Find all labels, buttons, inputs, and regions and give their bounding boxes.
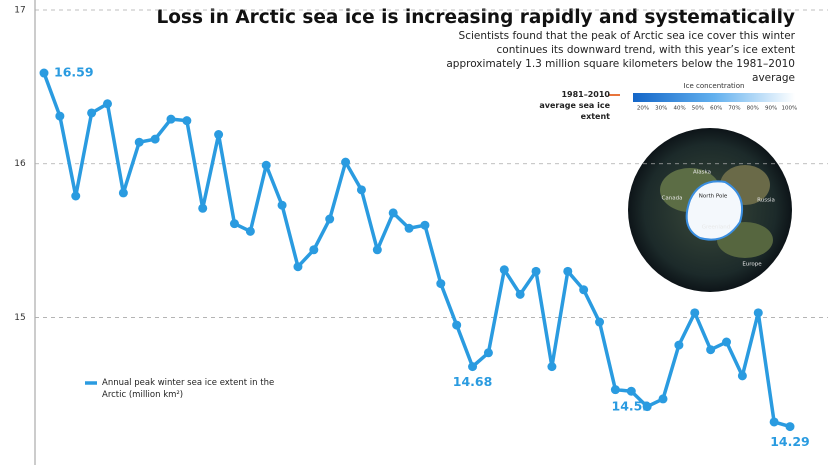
colorbar-label: 20% [637,106,649,112]
y-tick-label: 17 [14,6,25,16]
data-point [610,385,620,395]
data-point [642,402,652,412]
data-label: 14.29 [770,434,810,449]
data-point [404,223,414,233]
colorbar-label: 80% [747,106,759,112]
data-point [579,285,589,295]
data-point [39,68,49,78]
sea-ice [685,180,744,241]
map-label: Russia [757,198,775,204]
data-point [214,130,224,140]
legend-label: Annual peak winter sea ice extent in the… [102,378,275,400]
data-point [515,289,525,299]
data-point [356,185,366,195]
data-label: 14.68 [453,374,493,389]
map-label: Canada [662,196,683,202]
inset-map: Ice concentration 20% 30% 40% 50% 60% 70% 80% 90… [608,82,797,292]
data-point [309,245,319,255]
data-point [483,348,493,358]
map-label: North Pole [699,194,728,200]
colorbar-label: 50% [692,106,704,112]
data-point [341,157,351,167]
data-point [674,340,684,350]
colorbar-label: 70% [728,106,740,112]
colorbar-label: 30% [655,106,667,112]
colorbar-label: 60% [710,106,722,112]
data-point [563,266,573,276]
data-point [499,265,509,275]
subtitle: Scientists found that the peak of Arctic… [446,30,795,84]
data-point [785,422,795,432]
data-point [452,320,462,330]
data-label: 16.59 [54,65,94,80]
data-point [118,188,128,198]
data-point [737,371,747,381]
colorbar-title: Ice concentration [684,82,745,90]
data-point [198,203,208,213]
data-point [388,208,398,218]
data-point [626,386,636,396]
data-point [531,266,541,276]
data-point [769,417,779,427]
data-point [150,134,160,144]
y-tick-label: 16 [14,159,26,169]
data-point [753,308,763,318]
data-point [706,345,716,355]
chart-title: Loss in Arctic sea ice is increasing rap… [156,7,795,28]
data-point [690,308,700,318]
data-point [166,114,176,124]
data-point [420,220,430,230]
map-label: Europe [742,262,762,268]
average-label: 1981–2010 average sea ice extent [539,90,610,121]
colorbar-label: 100% [782,106,798,112]
map-label: Alaska [693,170,711,176]
data-point [182,116,192,126]
colorbar-label: 40% [673,106,685,112]
map-label: Greenland [702,225,731,231]
data-point [229,219,239,229]
y-tick-label: 15 [14,313,25,323]
data-point [71,191,81,201]
data-point [102,99,112,109]
data-point [277,200,287,210]
data-label: 14.52 [612,399,652,414]
colorbar-label: 90% [765,106,777,112]
data-point [372,245,382,255]
data-point [293,262,303,272]
data-point [722,337,732,347]
data-point [55,111,65,121]
data-point [436,279,446,289]
data-point [87,108,97,118]
data-point [134,137,144,147]
data-point [245,226,255,236]
data-point [261,160,271,170]
data-point [468,362,478,372]
colorbar [633,93,795,102]
data-point [325,214,335,224]
data-point [658,394,668,404]
data-point [547,362,557,372]
data-point [595,317,605,327]
